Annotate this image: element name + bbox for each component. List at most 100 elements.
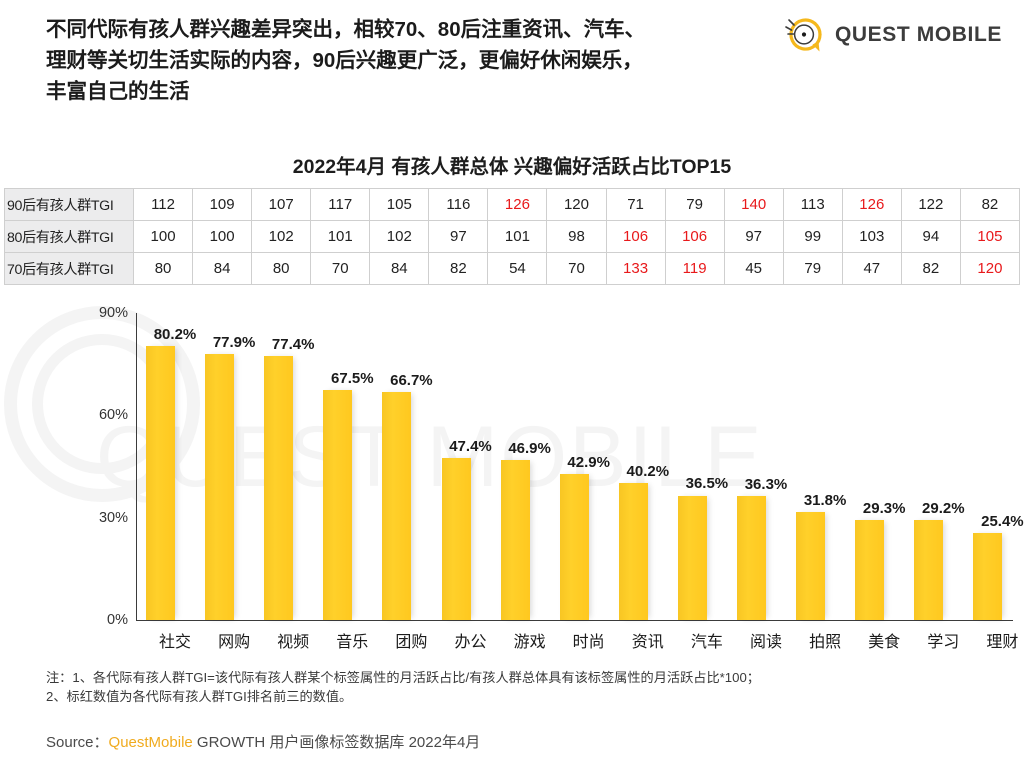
bar-chart: QUEST MOBILE 0% 30% 60% 90% 80.2% 社交 77.9% 网购 7… xyxy=(0,300,1024,660)
table-cell: 47 xyxy=(841,252,902,285)
table-cell: 82 xyxy=(428,252,489,285)
table-cell: 120 xyxy=(959,252,1021,285)
table-cell: 120 xyxy=(546,188,607,221)
x-axis-category-label: 拍照 xyxy=(809,634,842,651)
source-rest: GROWTH 用户画像标签数据库 2022年4月 xyxy=(192,734,481,751)
table-cell: 101 xyxy=(310,220,371,253)
bar xyxy=(973,533,1003,620)
table-cell: 133 xyxy=(605,252,666,285)
x-axis-category-label: 资讯 xyxy=(631,634,664,651)
table-row: 70后有孩人群TGI 80 84 80 70 84 82 54 70 133 119 45 79 47 82… xyxy=(4,252,1021,285)
bar-value-label: 29.3% xyxy=(862,500,906,518)
y-axis-tick-label: 30% xyxy=(98,509,128,526)
x-axis-category-label: 汽车 xyxy=(690,634,723,651)
x-axis-category-label: 办公 xyxy=(454,634,487,651)
table-cell: 119 xyxy=(664,252,725,285)
bar-value-label: 31.8% xyxy=(803,491,847,509)
brand-logo: QUEST MOBILE xyxy=(782,13,1002,57)
table-cell: 97 xyxy=(428,220,489,253)
plot-axes: 0% 30% 60% 90% 80.2% 社交 77.9% 网购 77.4% 视频 67.5% 音乐… xyxy=(0,300,1024,660)
source-brand: QuestMobile xyxy=(108,734,193,751)
bar-value-label: 77.4% xyxy=(271,335,315,353)
table-cell: 84 xyxy=(369,252,430,285)
table-cell: 99 xyxy=(782,220,843,253)
bar-value-label: 42.9% xyxy=(567,453,610,471)
table-cell: 82 xyxy=(900,252,961,285)
bar-value-label: 67.5% xyxy=(331,369,374,387)
bar-value-label: 25.4% xyxy=(981,513,1024,531)
x-axis-category-label: 时尚 xyxy=(572,634,605,651)
table-cell: 106 xyxy=(605,220,666,253)
bar xyxy=(205,354,235,620)
bar xyxy=(796,511,826,620)
table-cell: 102 xyxy=(369,220,430,253)
x-axis-category-label: 阅读 xyxy=(749,634,782,651)
bar xyxy=(146,346,175,620)
bar xyxy=(500,460,530,620)
table-row: 90后有孩人群TGI 112 109 107 117 105 116 126 120 71 79 14… xyxy=(4,188,1021,221)
table-cell: 101 xyxy=(487,220,548,253)
table-cell: 103 xyxy=(841,220,902,253)
quest-mobile-logo-icon xyxy=(782,13,826,57)
table-cell: 109 xyxy=(192,188,253,221)
table-cell: 126 xyxy=(841,188,902,221)
table-cell: 107 xyxy=(251,188,312,221)
table-cell: 97 xyxy=(723,220,784,253)
bar-value-label: 80.2% xyxy=(153,326,197,344)
x-axis-category-label: 音乐 xyxy=(336,634,369,651)
tgi-table-body: 90后有孩人群TGI 112 109 107 117 105 116 126 120 71 79 14… xyxy=(4,188,1021,285)
x-axis-category-label: 学习 xyxy=(927,634,960,651)
bar-value-label: 47.4% xyxy=(449,438,492,456)
table-row-label: 90后有孩人群TGI xyxy=(4,188,134,221)
table-cell: 102 xyxy=(251,220,312,253)
y-axis-tick-label: 0% xyxy=(107,612,128,628)
x-axis-category-label: 美食 xyxy=(868,634,901,651)
table-cell: 80 xyxy=(251,252,312,285)
bar xyxy=(264,355,294,620)
table-cell: 112 xyxy=(132,188,194,221)
page-title: 不同代际有孩人群兴趣差异突出，相较70、80后注重资讯、汽车、 理财等关切生活实… xyxy=(46,18,646,103)
bar xyxy=(441,458,471,620)
y-axis-tick-label: 60% xyxy=(98,407,128,424)
table-cell: 126 xyxy=(487,188,548,221)
table-cell: 84 xyxy=(192,252,253,285)
table-cell: 113 xyxy=(782,188,843,221)
table-cell: 82 xyxy=(959,188,1021,221)
bar-value-label: 36.5% xyxy=(685,475,729,493)
bar xyxy=(323,389,353,620)
bar xyxy=(855,520,885,620)
bar-value-label: 77.9% xyxy=(212,334,256,352)
x-axis-category-label: 网购 xyxy=(218,634,251,651)
source-prefix: Source： xyxy=(46,734,109,751)
bar-value-label: 36.3% xyxy=(744,476,788,494)
source-line: Source：QuestMobile GROWTH 用户画像标签数据库 2022… xyxy=(46,731,480,752)
x-axis-category-label: 理财 xyxy=(986,634,1019,651)
table-cell: 79 xyxy=(782,252,843,285)
y-axis-line xyxy=(136,313,137,620)
table-cell: 70 xyxy=(310,252,371,285)
y-axis-tick-label: 90% xyxy=(98,305,128,321)
bar-value-label: 46.9% xyxy=(508,440,551,458)
footnotes: 注：1、各代际有孩人群TGI=该代际有孩人群某个标签属性的月活跃占比/有孩人群总… xyxy=(46,670,760,704)
table-cell: 122 xyxy=(900,188,961,221)
table-cell: 71 xyxy=(605,188,666,221)
table-cell: 100 xyxy=(132,220,194,253)
bar xyxy=(914,520,944,620)
x-axis-line xyxy=(136,620,1013,622)
table-cell: 117 xyxy=(310,188,371,221)
table-cell: 100 xyxy=(192,220,253,253)
tgi-table: 90后有孩人群TGI 112 109 107 117 105 116 126 120 71 79 14… xyxy=(4,188,1021,285)
x-axis-category-label: 社交 xyxy=(158,634,191,651)
table-row-label: 70后有孩人群TGI xyxy=(4,252,134,285)
x-axis-category-label: 游戏 xyxy=(513,634,546,651)
bar xyxy=(382,392,412,620)
table-cell: 116 xyxy=(428,188,489,221)
table-cell: 80 xyxy=(132,252,194,285)
table-cell: 79 xyxy=(664,188,725,221)
table-cell: 98 xyxy=(546,220,607,253)
table-cell: 45 xyxy=(723,252,784,285)
table-cell: 94 xyxy=(900,220,961,253)
bar xyxy=(618,482,648,620)
table-cell: 54 xyxy=(487,252,548,285)
